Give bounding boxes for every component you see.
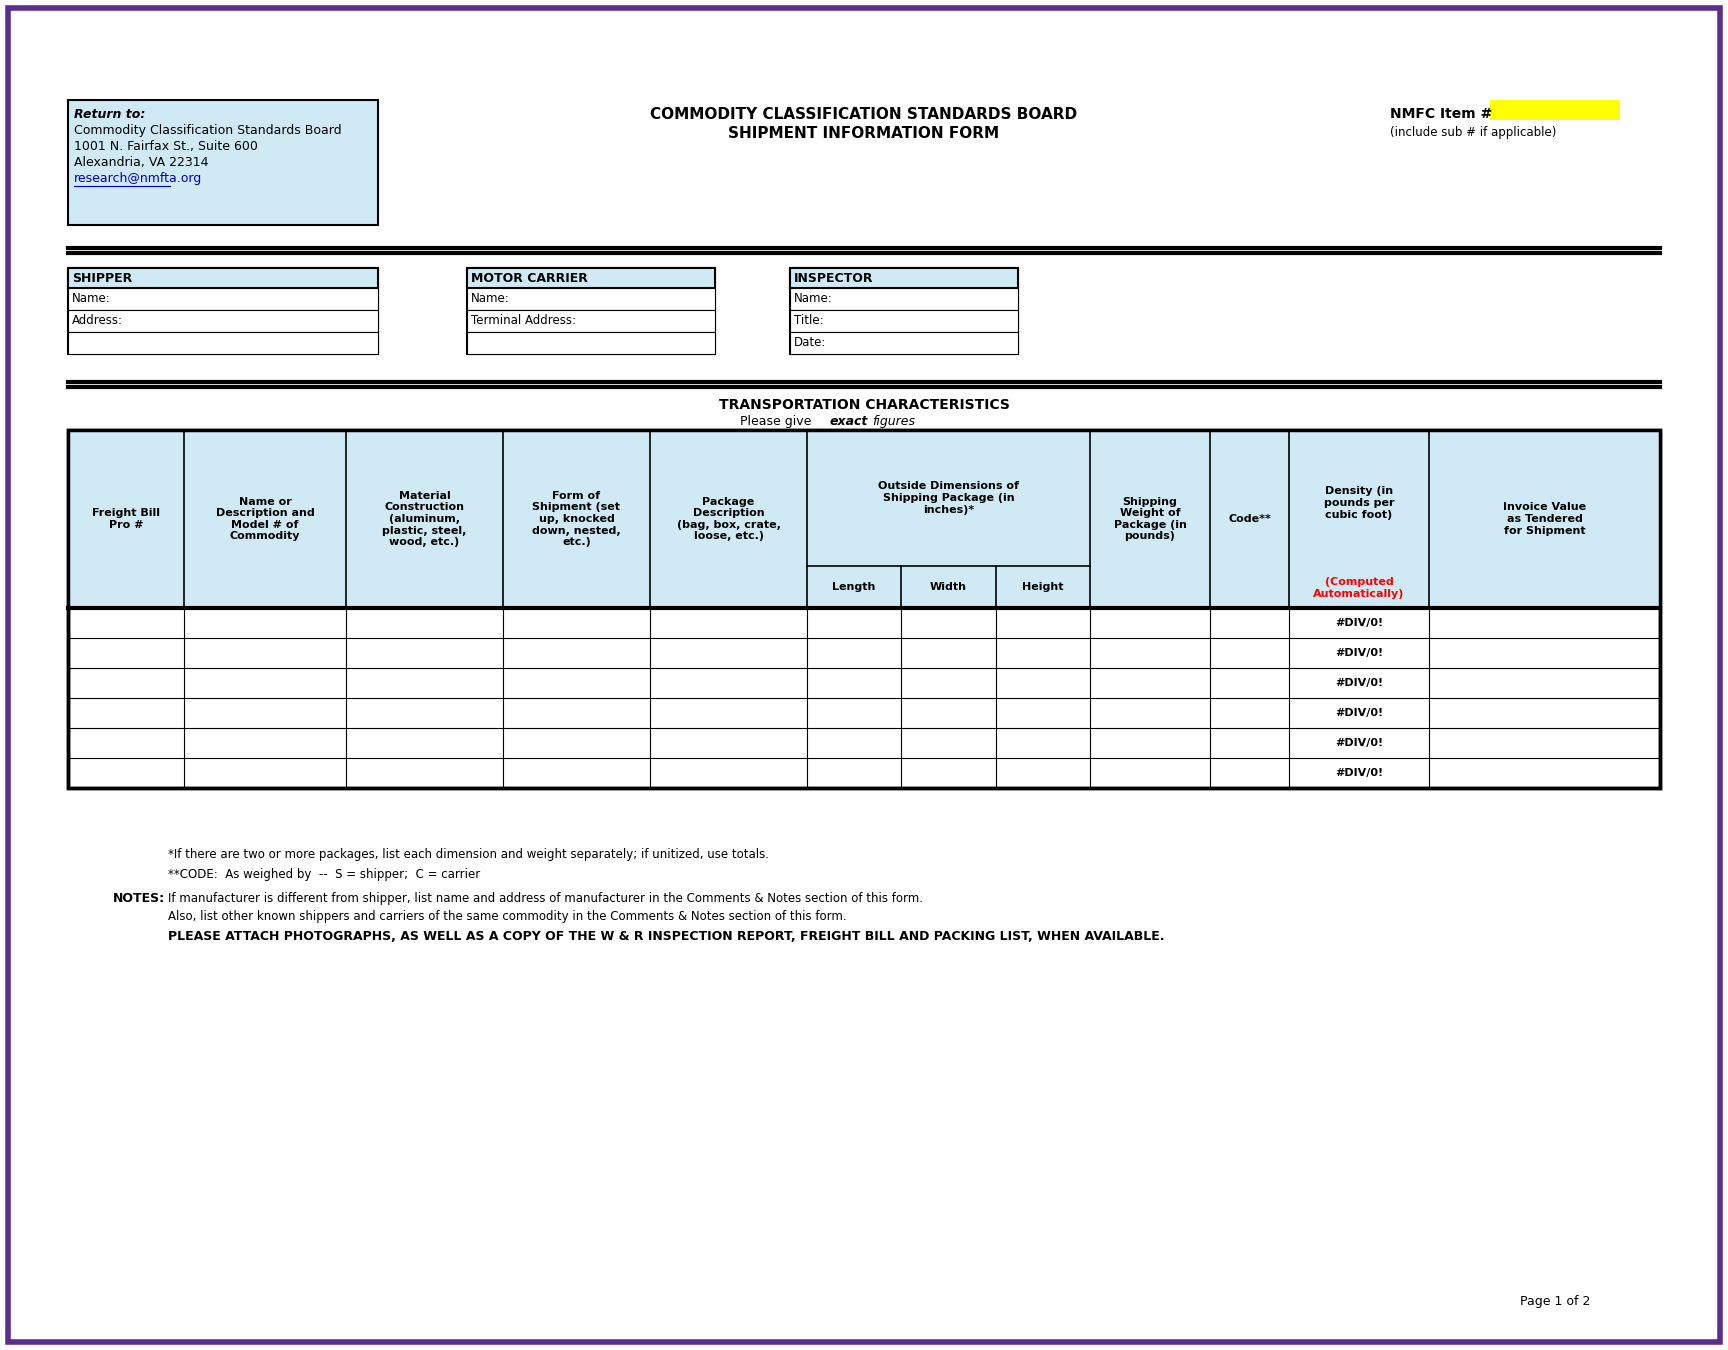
Text: 1001 N. Fairfax St., Suite 600: 1001 N. Fairfax St., Suite 600	[74, 140, 257, 153]
Text: Date:: Date:	[793, 336, 826, 350]
Bar	[67, 431, 1661, 788]
Text: Invoice Value
as Tendered
for Shipment: Invoice Value as Tendered for Shipment	[1503, 502, 1586, 536]
Text: #DIV/0!: #DIV/0!	[1336, 618, 1382, 628]
Text: Code**: Code**	[1229, 514, 1270, 524]
Bar	[67, 269, 378, 288]
Text: If manufacturer is different from shipper, list name and address of manufacturer: If manufacturer is different from shippe…	[168, 892, 923, 904]
Bar	[67, 332, 378, 354]
Text: Name:: Name:	[73, 292, 111, 305]
Text: Name:: Name:	[793, 292, 833, 305]
Text: #DIV/0!: #DIV/0!	[1336, 648, 1382, 657]
Text: Name or
Description and
Model # of
Commodity: Name or Description and Model # of Commo…	[216, 497, 314, 541]
Text: #DIV/0!: #DIV/0!	[1336, 738, 1382, 748]
Text: SHIPMENT INFORMATION FORM: SHIPMENT INFORMATION FORM	[729, 126, 999, 140]
Text: #DIV/0!: #DIV/0!	[1336, 768, 1382, 778]
Bar	[67, 100, 378, 225]
Text: COMMODITY CLASSIFICATION STANDARDS BOARD: COMMODITY CLASSIFICATION STANDARDS BOARD	[650, 107, 1078, 122]
Text: Height: Height	[1021, 582, 1063, 593]
Text: Outside Dimensions of
Shipping Package (in
inches)*: Outside Dimensions of Shipping Package (…	[878, 482, 1020, 514]
Text: Please give: Please give	[740, 414, 812, 428]
Bar	[790, 288, 1018, 311]
Text: Name:: Name:	[472, 292, 510, 305]
Bar	[467, 310, 715, 332]
Text: **CODE:  As weighed by  --  S = shipper;  C = carrier: **CODE: As weighed by -- S = shipper; C …	[168, 868, 480, 882]
Text: NMFC Item #: NMFC Item #	[1389, 107, 1493, 122]
Bar	[790, 269, 1018, 354]
Text: (Computed
Automatically): (Computed Automatically)	[1313, 578, 1405, 599]
Bar	[790, 310, 1018, 332]
Text: #DIV/0!: #DIV/0!	[1336, 678, 1382, 688]
Bar	[67, 431, 1661, 608]
Bar	[67, 431, 1661, 788]
Bar	[467, 269, 715, 288]
Bar	[67, 310, 378, 332]
Text: INSPECTOR: INSPECTOR	[793, 271, 873, 285]
Bar	[467, 332, 715, 354]
Text: Address:: Address:	[73, 315, 123, 327]
Text: *If there are two or more packages, list each dimension and weight separately; i: *If there are two or more packages, list…	[168, 848, 769, 861]
Text: Also, list other known shippers and carriers of the same commodity in the Commen: Also, list other known shippers and carr…	[168, 910, 847, 923]
Text: Page 1 of 2: Page 1 of 2	[1519, 1295, 1590, 1308]
Text: TRANSPORTATION CHARACTERISTICS: TRANSPORTATION CHARACTERISTICS	[719, 398, 1009, 412]
Text: research@nmfta.org: research@nmfta.org	[74, 171, 202, 185]
Bar	[790, 332, 1018, 354]
Text: Width: Width	[930, 582, 968, 593]
Text: Form of
Shipment (set
up, knocked
down, nested,
etc.): Form of Shipment (set up, knocked down, …	[532, 491, 620, 547]
Text: Title:: Title:	[793, 315, 824, 327]
Text: exact: exact	[829, 414, 869, 428]
Bar	[67, 288, 378, 311]
Text: Freight Bill
Pro #: Freight Bill Pro #	[92, 508, 161, 529]
Text: Alexandria, VA 22314: Alexandria, VA 22314	[74, 157, 209, 169]
Text: Package
Description
(bag, box, crate,
loose, etc.): Package Description (bag, box, crate, lo…	[677, 497, 781, 541]
Text: #DIV/0!: #DIV/0!	[1336, 707, 1382, 718]
Text: Material
Construction
(aluminum,
plastic, steel,
wood, etc.): Material Construction (aluminum, plastic…	[382, 491, 467, 547]
Text: Return to:: Return to:	[74, 108, 145, 122]
Text: Terminal Address:: Terminal Address:	[472, 315, 575, 327]
Text: SHIPPER: SHIPPER	[73, 271, 133, 285]
Text: MOTOR CARRIER: MOTOR CARRIER	[472, 271, 588, 285]
Text: Length: Length	[833, 582, 876, 593]
Bar	[467, 288, 715, 311]
Bar	[67, 269, 378, 354]
Text: Shipping
Weight of
Package (in
pounds): Shipping Weight of Package (in pounds)	[1113, 497, 1187, 541]
Bar	[1490, 100, 1621, 120]
Text: figures: figures	[873, 414, 916, 428]
Text: (include sub # if applicable): (include sub # if applicable)	[1389, 126, 1557, 139]
Text: Density (in
pounds per
cubic foot): Density (in pounds per cubic foot)	[1324, 486, 1394, 520]
Bar	[467, 269, 715, 354]
Text: Commodity Classification Standards Board: Commodity Classification Standards Board	[74, 124, 342, 136]
Bar	[790, 269, 1018, 288]
Text: PLEASE ATTACH PHOTOGRAPHS, AS WELL AS A COPY OF THE W & R INSPECTION REPORT, FRE: PLEASE ATTACH PHOTOGRAPHS, AS WELL AS A …	[168, 930, 1165, 944]
Text: NOTES:: NOTES:	[112, 892, 166, 904]
